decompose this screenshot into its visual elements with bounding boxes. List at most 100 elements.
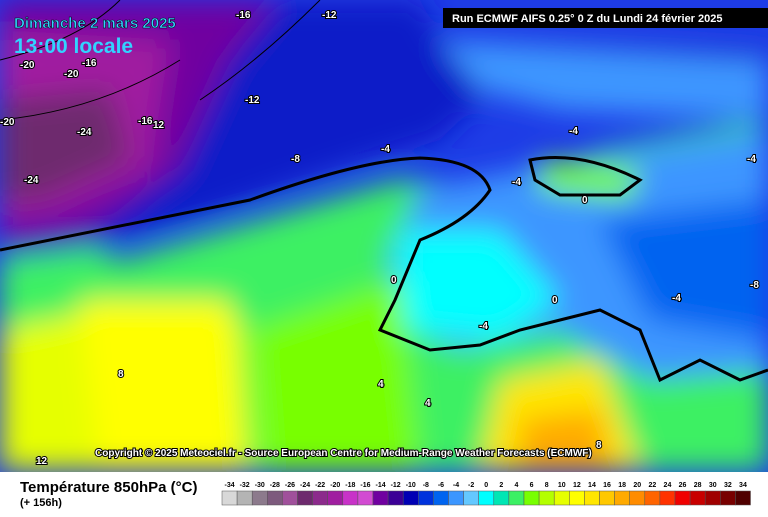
- colorbar-tick-label: 30: [709, 482, 717, 489]
- contour-label: -4: [381, 144, 390, 155]
- colorbar-swatch: [297, 490, 313, 506]
- colorbar-tick-label: 4: [514, 482, 518, 489]
- contour-label: 0: [582, 195, 588, 206]
- contour-label: -16: [138, 116, 153, 127]
- colorbar-swatch: [372, 490, 389, 506]
- contour-label: -16: [82, 58, 97, 69]
- colorbar-swatch: [508, 490, 525, 506]
- contour-label: 12: [36, 456, 48, 467]
- time: 13:00 locale: [14, 35, 133, 58]
- colorbar-tick-label: 22: [648, 482, 656, 489]
- colorbar-tick-label: -16: [360, 482, 370, 489]
- colorbar-tick-label: -14: [375, 482, 385, 489]
- colorbar-swatch: [689, 490, 706, 506]
- contour-label: -8: [750, 280, 759, 291]
- contour-label: 8: [596, 440, 602, 451]
- contour-label: 4: [425, 398, 431, 409]
- contour-label: 8: [118, 369, 124, 380]
- contour-label: -4: [747, 154, 756, 165]
- colorbar-tick-label: -12: [391, 482, 401, 489]
- colorbar-tick-label: 18: [618, 482, 626, 489]
- contour-label: -12: [245, 95, 260, 106]
- colorbar-swatch: [538, 490, 555, 506]
- colorbar-swatch: [267, 490, 283, 506]
- contour-label: 4: [378, 379, 384, 390]
- temperature-field: [0, 0, 768, 472]
- colorbar-tick-label: -8: [423, 482, 429, 489]
- colorbar-tick-label: -34: [224, 482, 234, 489]
- colorbar-tick-label: -24: [300, 482, 310, 489]
- colorbar-swatch: [312, 490, 328, 506]
- contour-label: -4: [512, 177, 521, 188]
- colorbar-tick-label: -22: [315, 482, 325, 489]
- colorbar-swatch: [629, 490, 646, 506]
- copyright: Copyright © 2025 Meteociel.fr - Source E…: [95, 448, 592, 459]
- colorbar-tick-label: 0: [484, 482, 488, 489]
- colorbar-tick-label: 26: [679, 482, 687, 489]
- colorbar-tick-label: -20: [330, 482, 340, 489]
- colorbar-tick-label: 16: [603, 482, 611, 489]
- colorbar-swatch: [433, 490, 449, 506]
- contour-label: -16: [236, 10, 251, 21]
- colorbar-tick-label: -10: [406, 482, 416, 489]
- contour-label: -12: [322, 10, 337, 21]
- colorbar-swatch: [251, 490, 268, 506]
- colorbar-swatch: [704, 490, 721, 506]
- colorbar-swatch: [720, 490, 736, 506]
- colorbar-tick-label: -6: [438, 482, 444, 489]
- contour-label: -24: [24, 175, 39, 186]
- colorbar-swatch: [674, 490, 691, 506]
- colorbar-tick-label: -4: [453, 482, 459, 489]
- colorbar-swatch: [357, 490, 374, 506]
- run-info: Run ECMWF AIFS 0.25° 0 Z du Lundi 24 fév…: [452, 13, 723, 25]
- colorbar-swatch: [387, 490, 404, 506]
- colorbar-swatch: [523, 490, 540, 506]
- colorbar-swatch: [599, 490, 615, 506]
- colorbar-swatch: [478, 490, 495, 506]
- contour-label: -4: [479, 321, 488, 332]
- colorbar-swatch: [735, 490, 751, 506]
- contour-label: -20: [64, 69, 79, 80]
- colorbar-swatch: [644, 490, 661, 506]
- colorbar-tick-label: 6: [530, 482, 534, 489]
- colorbar-tick-label: 28: [694, 482, 702, 489]
- legend-title: Température 850hPa (°C): [20, 479, 197, 496]
- colorbar-tick-label: 10: [558, 482, 566, 489]
- colorbar-swatch: [418, 490, 434, 506]
- run-box: [443, 8, 768, 28]
- colorbar-swatch: [282, 490, 298, 506]
- colorbar-tick-label: 12: [573, 482, 581, 489]
- colorbar-tick-label: 20: [633, 482, 641, 489]
- colorbar-swatch: [614, 490, 630, 506]
- colorbar-swatch: [493, 490, 510, 506]
- colorbar-swatch: [584, 490, 600, 506]
- contour-label: 12: [153, 120, 165, 131]
- colorbar-swatch: [236, 490, 253, 506]
- colorbar-swatch: [402, 490, 419, 506]
- colorbar-swatch: [569, 490, 585, 506]
- colorbar-swatch: [221, 490, 238, 506]
- colorbar-tick-label: 34: [739, 482, 747, 489]
- colorbar-tick-label: -30: [255, 482, 265, 489]
- legend-subtitle: (+ 156h): [20, 497, 62, 509]
- colorbar-tick-label: 14: [588, 482, 596, 489]
- contour-label: -24: [77, 127, 92, 138]
- colorbar-swatch: [463, 490, 479, 506]
- colorbar-tick-label: -28: [270, 482, 280, 489]
- colorbar-tick-label: -26: [285, 482, 295, 489]
- colorbar-swatch: [553, 490, 570, 506]
- contour-label: -20: [20, 60, 35, 71]
- colorbar-tick-label: 32: [724, 482, 732, 489]
- contour-label: -20: [0, 117, 15, 128]
- colorbar-tick-label: 8: [545, 482, 549, 489]
- contour-label: 0: [552, 295, 558, 306]
- colorbar-tick-label: -2: [468, 482, 474, 489]
- colorbar-swatch: [659, 490, 676, 506]
- colorbar-tick-label: -32: [240, 482, 250, 489]
- colorbar-swatch: [327, 490, 344, 506]
- colorbar-tick-label: 2: [499, 482, 503, 489]
- contour-label: -4: [672, 293, 681, 304]
- contour-label: -4: [569, 126, 578, 137]
- colorbar-swatch: [342, 490, 359, 506]
